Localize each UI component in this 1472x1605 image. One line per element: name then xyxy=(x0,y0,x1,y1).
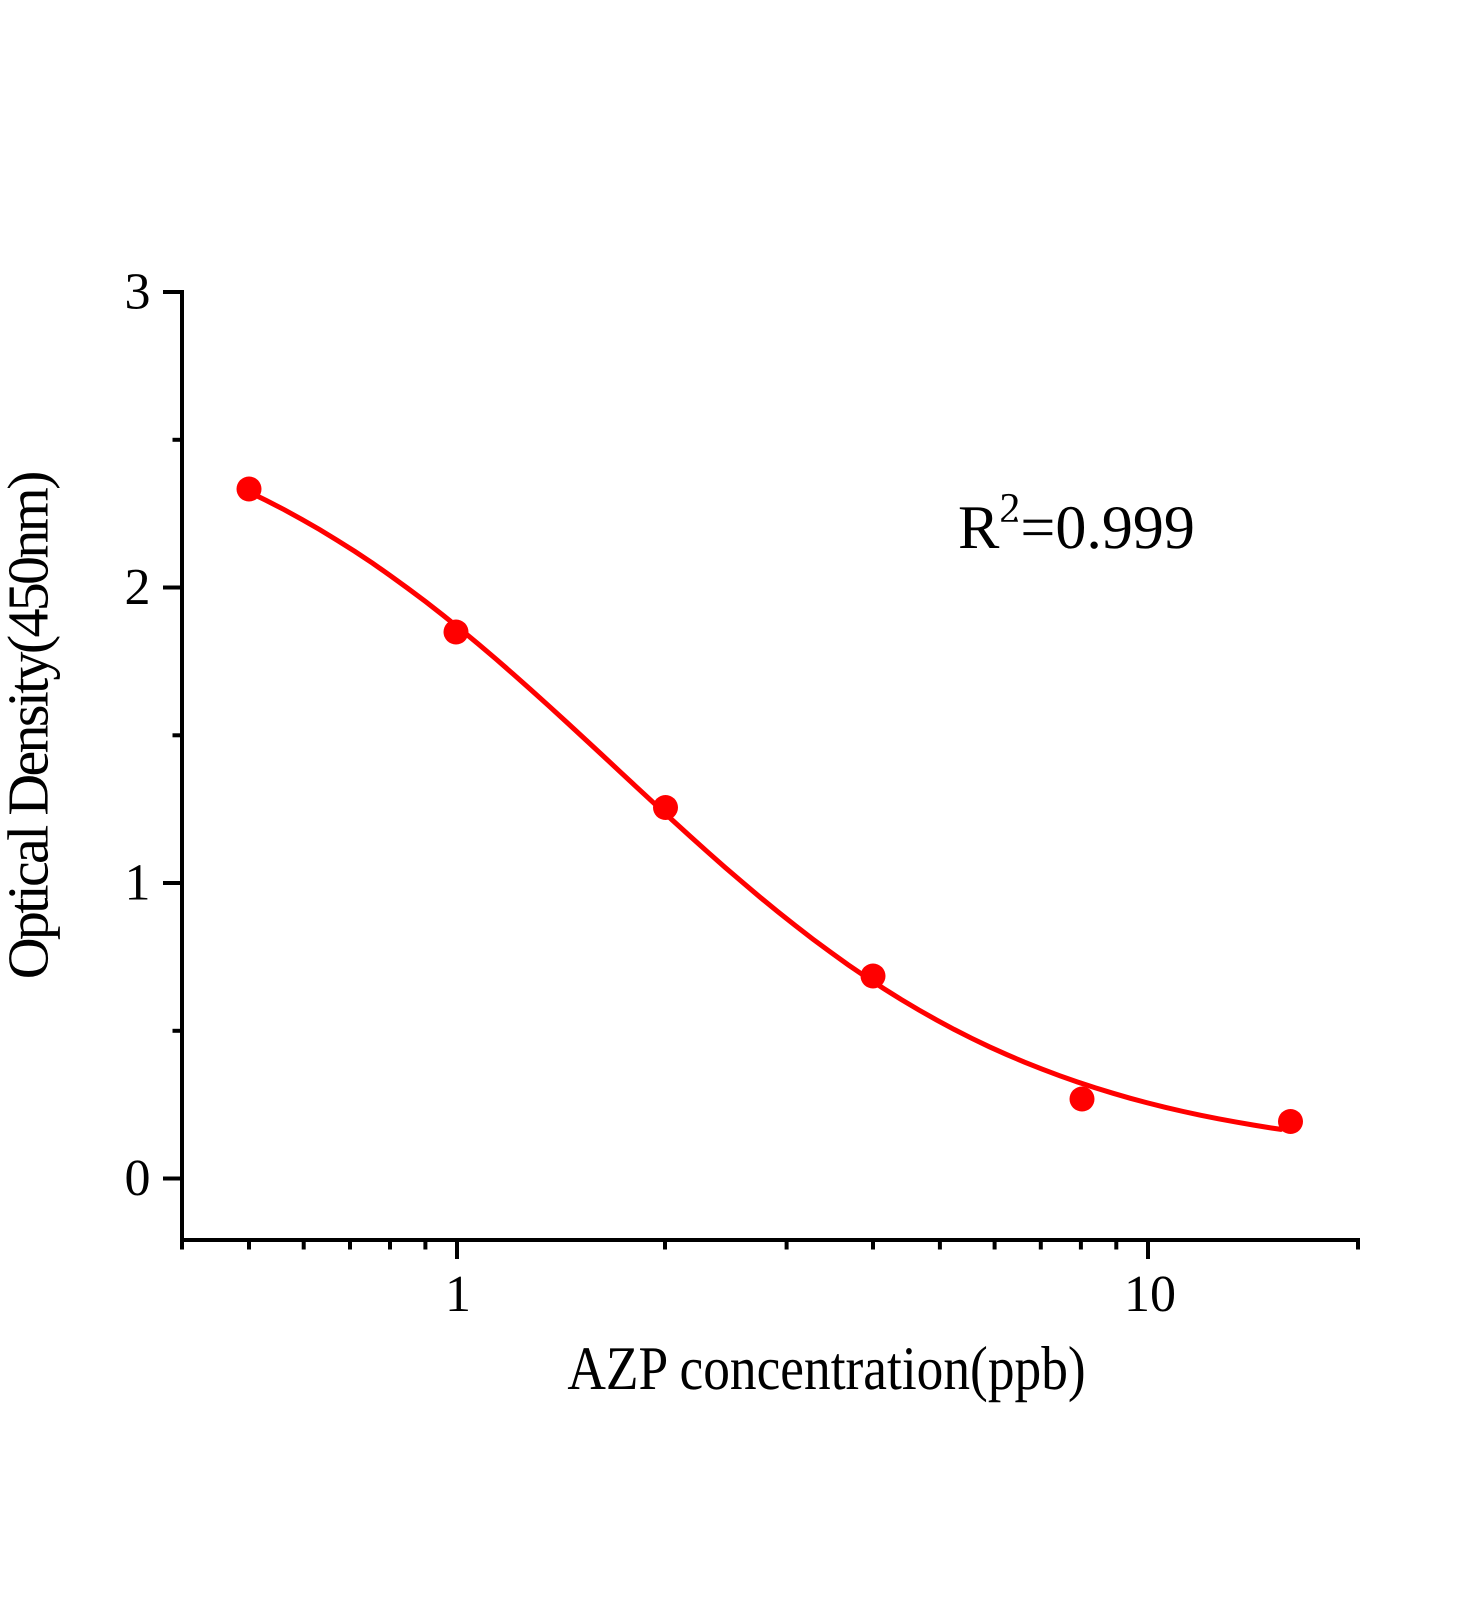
svg-text:1: 1 xyxy=(125,855,151,912)
svg-text:2: 2 xyxy=(125,559,151,616)
svg-text:3: 3 xyxy=(125,264,151,321)
svg-text:Optical Density(450nm): Optical Density(450nm) xyxy=(0,473,61,979)
svg-text:1: 1 xyxy=(445,1266,471,1323)
svg-text:10: 10 xyxy=(1124,1266,1176,1323)
svg-text:R: R xyxy=(958,494,1000,562)
svg-text:AZP concentration(ppb): AZP concentration(ppb) xyxy=(567,1335,1085,1403)
svg-text:0: 0 xyxy=(125,1150,151,1207)
svg-text:=0.999: =0.999 xyxy=(1020,494,1194,562)
